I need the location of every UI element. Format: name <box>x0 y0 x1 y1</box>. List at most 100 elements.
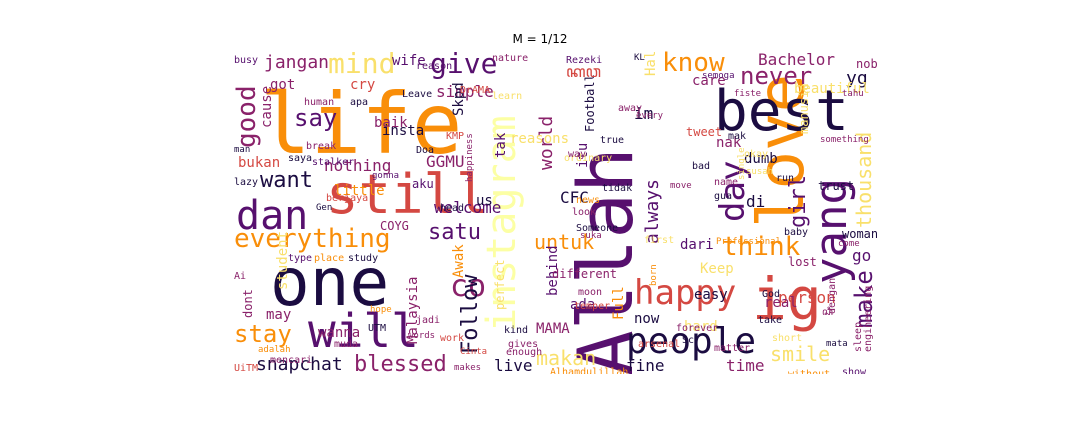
cloud-word: stalker <box>312 157 355 168</box>
cloud-word: cry <box>350 77 376 93</box>
cloud-word: Awak <box>451 244 467 278</box>
cloud-word: way <box>568 149 587 160</box>
cloud-word: makes <box>454 363 482 373</box>
cloud-word: will <box>308 304 419 358</box>
cloud-word: engineering <box>863 285 874 352</box>
cloud-word: time <box>726 356 765 374</box>
cloud-word: GGMU <box>426 152 465 171</box>
cloud-word: muda <box>334 339 359 350</box>
cloud-word: gonna <box>372 171 400 181</box>
cloud-word: Half <box>643 50 659 76</box>
cloud-word: cause <box>259 85 275 128</box>
cloud-word: kind <box>504 325 529 336</box>
cloud-word: bukan <box>238 155 281 171</box>
cloud-word: never <box>740 62 813 90</box>
cloud-word: Ai <box>234 271 247 282</box>
cloud-word: now <box>634 311 660 327</box>
cloud-word: may <box>266 307 292 323</box>
cloud-word: nobody <box>856 57 877 71</box>
cloud-word: beautiful <box>794 81 870 97</box>
cloud-word: snapchat <box>256 354 343 374</box>
cloud-word: KMP <box>446 131 465 142</box>
cloud-word: arsenal <box>638 339 681 350</box>
cloud-word: short <box>772 333 803 344</box>
cloud-word: say <box>294 104 338 132</box>
cloud-word: dont <box>241 289 255 318</box>
cloud-word: berjaya <box>326 193 369 204</box>
cloud-word: want <box>260 168 313 193</box>
cloud-word: people <box>626 321 757 362</box>
cloud-word: susah <box>746 167 774 177</box>
cloud-word: wife <box>392 53 426 69</box>
cloud-word: ꦏꦮ <box>566 62 602 81</box>
cloud-word: learn <box>492 91 523 102</box>
cloud-word: tak <box>493 132 509 158</box>
cloud-word: happiness <box>465 133 475 182</box>
cloud-word: ordinary <box>564 153 613 164</box>
cloud-word: insta <box>382 123 425 139</box>
cloud-word: show <box>842 367 867 375</box>
cloud-word: hope <box>370 305 392 315</box>
cloud-word: Leave <box>402 89 433 100</box>
cloud-word: born <box>649 264 659 286</box>
cloud-word: semoga <box>702 71 735 81</box>
cloud-word: run <box>776 173 795 184</box>
cloud-word: real <box>764 295 798 311</box>
cloud-word: Rezeki <box>566 55 603 66</box>
cloud-word: yg <box>846 68 868 89</box>
cloud-word: nature <box>492 53 529 64</box>
cloud-word: smile <box>770 342 831 366</box>
cloud-word: still <box>326 163 489 226</box>
cloud-word: gives <box>508 339 539 350</box>
cloud-word: place <box>314 253 345 264</box>
cloud-word: forever <box>676 323 719 334</box>
cloud-word: wanna <box>318 325 361 341</box>
cloud-word: person <box>778 288 836 307</box>
cloud-word: baby <box>784 227 809 238</box>
cloud-word: dan <box>236 193 309 239</box>
cloud-word: reason <box>416 61 453 72</box>
cloud-word: KL <box>634 53 645 63</box>
cloud-word: one <box>270 244 390 321</box>
cloud-word: Doa <box>416 145 435 156</box>
cloud-word: matter <box>714 343 751 354</box>
cloud-word: thousand <box>852 131 876 228</box>
cloud-word: Keep <box>700 261 734 277</box>
cloud-word: Someone <box>576 223 619 234</box>
cloud-word: nothing <box>324 156 392 175</box>
cloud-word: mata <box>826 339 848 349</box>
cloud-word: lost <box>788 255 817 269</box>
cloud-word: Alhamdulillah <box>550 367 629 375</box>
cloud-word: come <box>838 239 860 249</box>
cloud-word: suka <box>580 231 602 241</box>
cloud-word: study <box>348 253 379 264</box>
cloud-word: happy <box>634 273 737 313</box>
cloud-word: temper <box>574 301 611 312</box>
cloud-word: adalah <box>258 345 291 355</box>
cloud-word: us <box>476 193 493 209</box>
cloud-word: care <box>692 73 726 89</box>
cloud-word: co <box>450 269 487 304</box>
cloud-word: Football <box>583 74 597 132</box>
cloud-word: bad <box>692 161 711 172</box>
cloud-word: lazy <box>234 177 259 188</box>
cloud-word: satu <box>428 220 481 245</box>
cloud-word: different <box>552 267 618 281</box>
cloud-word: Gen <box>316 203 333 213</box>
cloud-word: life <box>260 75 463 173</box>
cloud-word: live <box>494 356 533 374</box>
cloud-word: stay <box>234 320 292 348</box>
word-cloud: life Allah love one best still instagram ig yang… <box>230 50 877 374</box>
cloud-word: ꦱꦶ <box>822 307 833 318</box>
cloud-word: take <box>758 315 783 326</box>
cloud-word: COYG <box>380 219 409 233</box>
cloud-word: Bachelor <box>758 50 836 69</box>
cloud-word: welcome <box>434 198 502 217</box>
cloud-word: okay <box>744 149 769 160</box>
cloud-word: woman <box>842 227 877 241</box>
cloud-word: UiTM <box>234 363 259 374</box>
figure-title: M = 1/12 <box>512 32 568 46</box>
cloud-word: di <box>746 192 766 211</box>
cloud-word: jangan <box>264 52 330 73</box>
cloud-word: dari <box>680 237 714 253</box>
